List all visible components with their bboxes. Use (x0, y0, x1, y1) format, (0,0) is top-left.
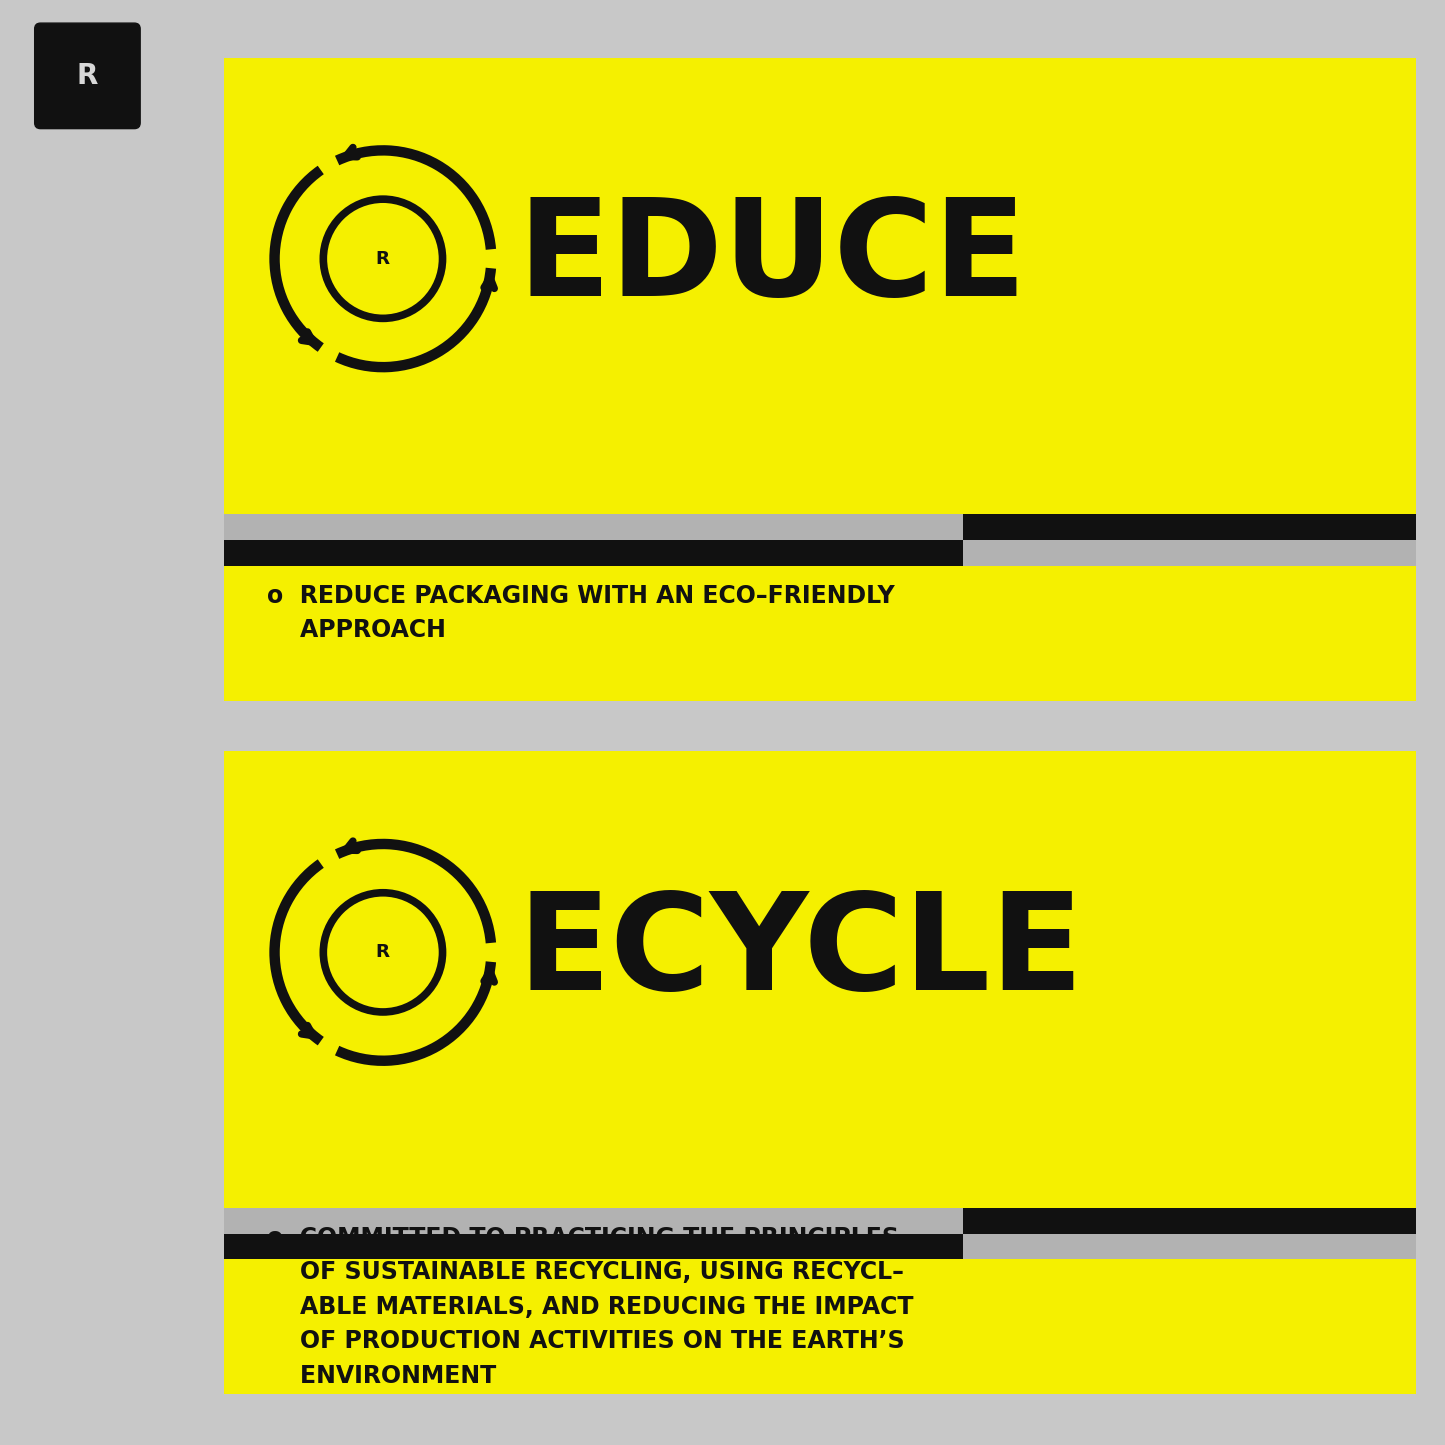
Text: o  REDUCE PACKAGING WITH AN ECO–FRIENDLY
    APPROACH: o REDUCE PACKAGING WITH AN ECO–FRIENDLY … (267, 584, 894, 643)
Bar (224, 514, 962, 540)
Bar (962, 540, 1416, 566)
Bar (224, 751, 1416, 1394)
Text: R: R (77, 62, 98, 90)
Bar (962, 1234, 1416, 1260)
FancyBboxPatch shape (35, 23, 140, 129)
Text: o  COMMITTED TO PRACTICING THE PRINCIPLES
    OF SUSTAINABLE RECYCLING, USING RE: o COMMITTED TO PRACTICING THE PRINCIPLES… (267, 1225, 913, 1387)
Bar (224, 1208, 962, 1234)
Bar (224, 1234, 962, 1260)
Bar (962, 514, 1416, 540)
Text: R: R (376, 250, 390, 267)
Text: ECYCLE: ECYCLE (517, 887, 1084, 1017)
Bar (224, 58, 1416, 701)
Text: EDUCE: EDUCE (517, 194, 1027, 324)
Bar (962, 1208, 1416, 1234)
Bar (224, 540, 962, 566)
Text: R: R (376, 944, 390, 961)
